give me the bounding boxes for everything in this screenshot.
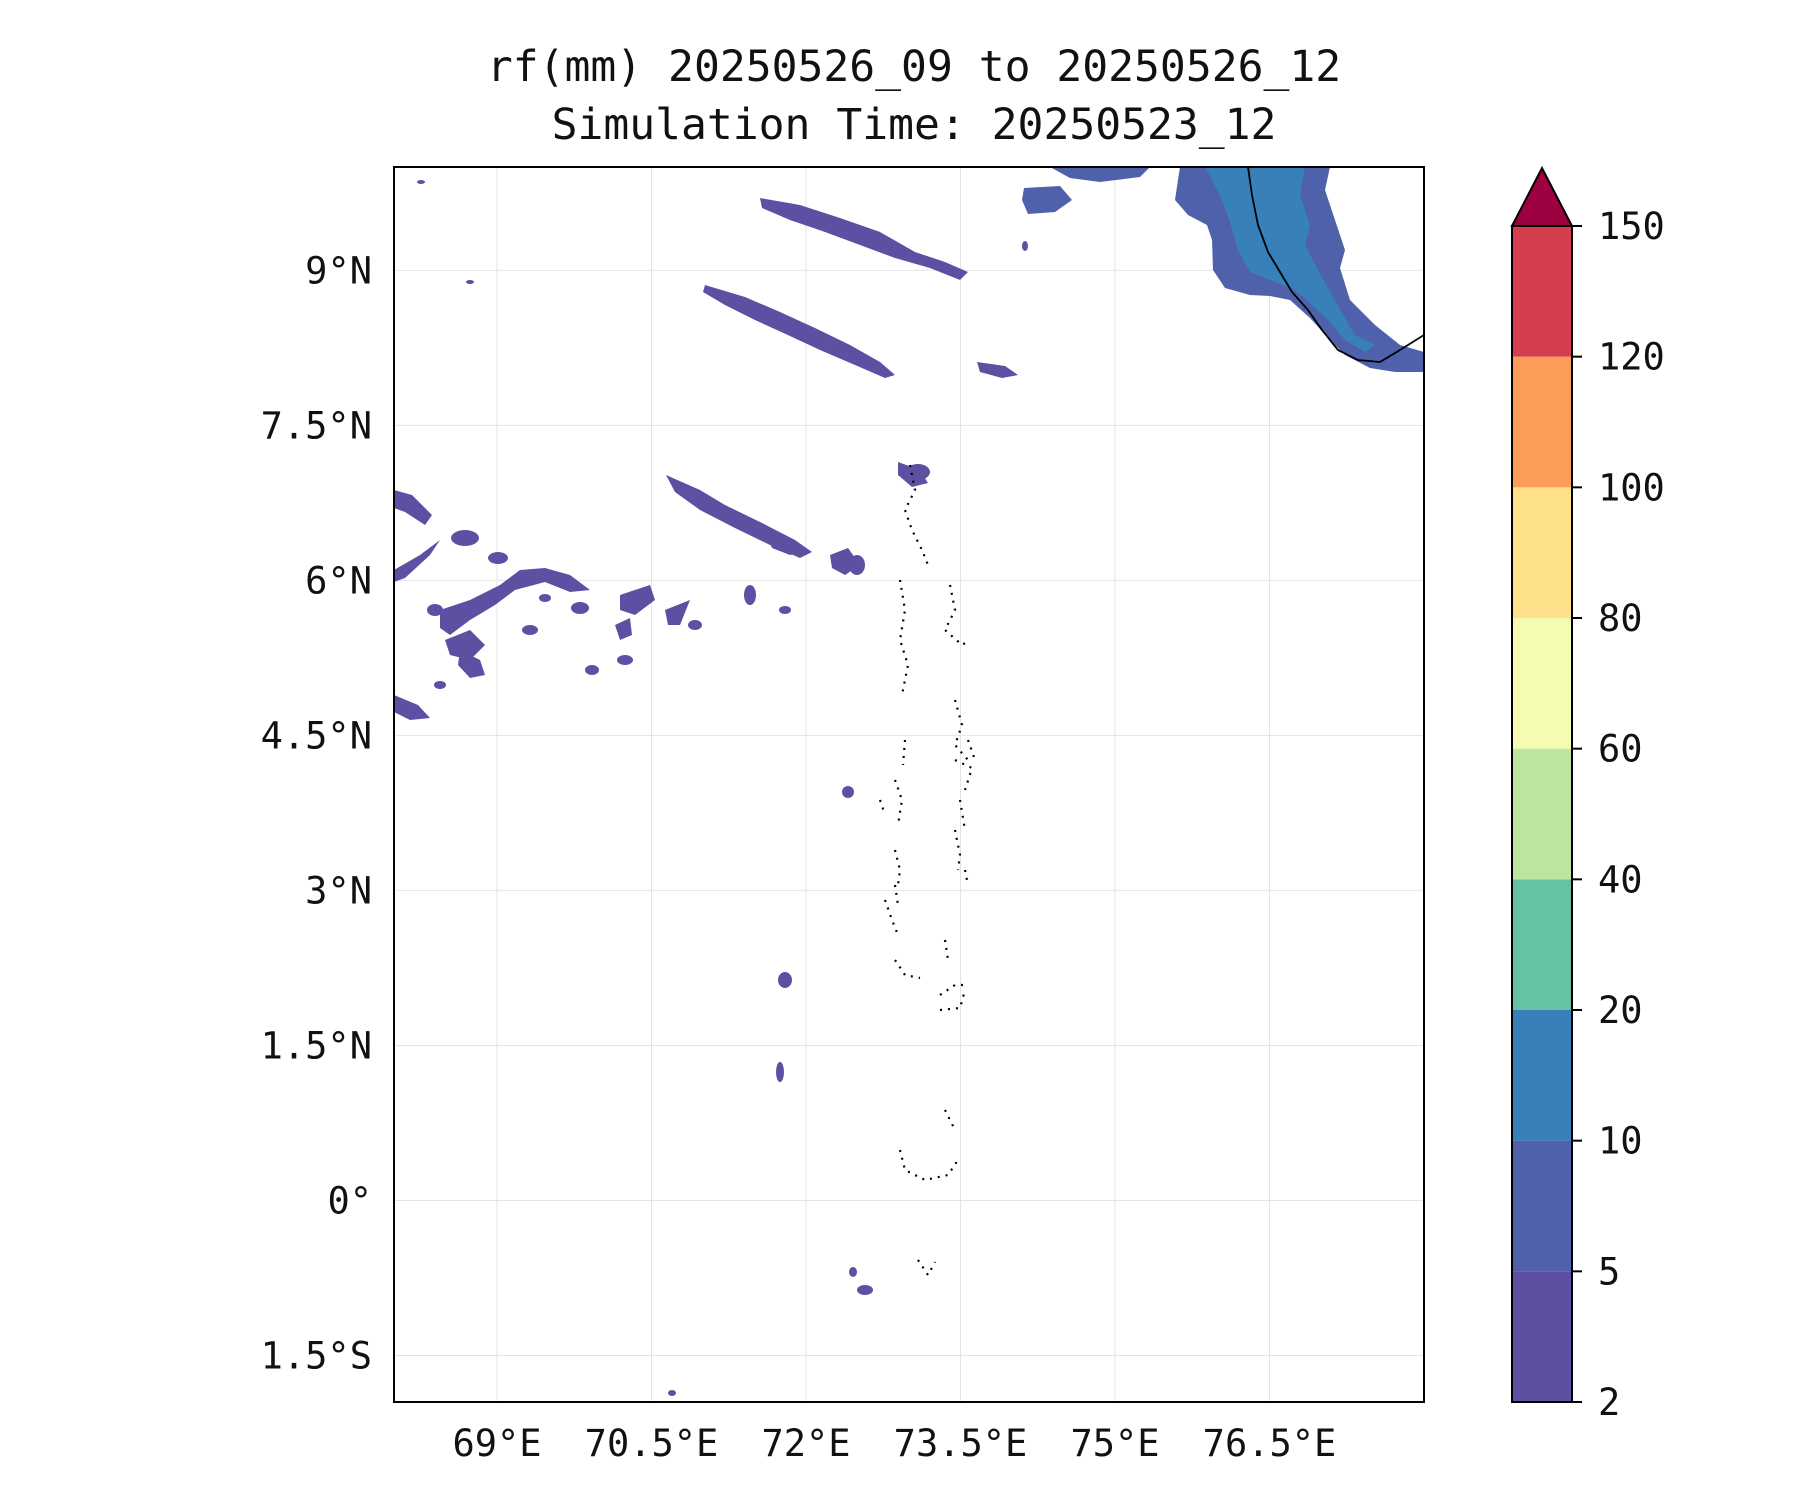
rainfall-spot-16 (776, 1062, 784, 1082)
rainfall-spot-21 (466, 280, 474, 284)
latitude-tick-labels: 9°N 7.5°N 6°N 4.5°N 3°N 1.5°N 0° 1.5°S (261, 249, 372, 1377)
rainfall-spot-10 (849, 555, 865, 575)
rainfall-spot-23 (668, 1390, 676, 1396)
lon-tick-label: 69°E (452, 1422, 541, 1465)
rainfall-west-3 (440, 568, 590, 635)
rainfall-contour-top-strip (1050, 167, 1150, 182)
colorbar-segment (1512, 879, 1572, 1010)
map-gridlines (394, 167, 1424, 1402)
colorbar-tick-label: 120 (1598, 336, 1665, 379)
rainfall-spot-20 (1022, 241, 1028, 251)
rainfall-contour-india-core (1205, 167, 1375, 352)
colorbar-tick-label: 40 (1598, 858, 1643, 901)
rainfall-spot-15 (778, 972, 792, 988)
rainfall-spot-6 (688, 620, 702, 630)
lon-tick-label: 75°E (1070, 1422, 1159, 1465)
rainfall-spot-5 (571, 602, 589, 614)
colorbar (1510, 165, 1582, 1403)
colorbar-tick-label: 5 (1598, 1250, 1620, 1293)
colorbar-tick-label: 100 (1598, 466, 1665, 509)
rainfall-west-1 (394, 490, 432, 525)
colorbar-tick-label: 80 (1598, 597, 1643, 640)
lat-tick-label: 7.5°N (261, 404, 372, 447)
rainfall-spot-4 (522, 625, 538, 635)
colorbar-segment (1512, 618, 1572, 749)
india-coastline (1247, 167, 1424, 363)
rainfall-west-6 (620, 585, 655, 615)
lat-tick-label: 1.5°N (261, 1024, 372, 1067)
rainfall-west-5 (458, 650, 485, 678)
rainfall-band-2 (703, 285, 895, 378)
rainfall-spot-17 (842, 786, 854, 798)
rainfall-spot-3 (427, 604, 443, 616)
colorbar-extend-arrow (1510, 165, 1574, 227)
colorbar-segment (1512, 356, 1572, 488)
rainfall-west-2 (394, 540, 440, 582)
lon-tick-label: 72°E (761, 1422, 850, 1465)
rainfall-contours (394, 167, 1424, 1396)
lat-tick-label: 0° (327, 1179, 372, 1222)
colorbar-segment (1512, 748, 1572, 880)
rainfall-west-8 (394, 695, 430, 720)
colorbar-tick-label: 20 (1598, 989, 1643, 1032)
rainfall-spot-2 (488, 552, 508, 564)
lat-tick-label: 3°N (305, 869, 372, 912)
lat-tick-label: 1.5°S (261, 1334, 372, 1377)
rainfall-west-4 (445, 630, 485, 660)
lon-tick-label: 73.5°E (894, 1422, 1028, 1465)
rainfall-band-3 (977, 362, 1018, 378)
colorbar-tick-labels: 2 5 10 20 40 60 80 100 120 150 (1598, 205, 1665, 1424)
rainfall-spot-8 (617, 655, 633, 665)
rainfall-spot-12 (779, 606, 791, 614)
rainfall-spot-7 (539, 594, 551, 602)
map-title-line2: Simulation Time: 20250523_12 (551, 100, 1277, 150)
colorbar-tick-label: 10 (1598, 1120, 1643, 1163)
rainfall-band-5 (767, 535, 805, 555)
rainfall-west-10 (665, 600, 690, 625)
rainfall-spot-9 (744, 585, 756, 605)
rainfall-spot-11 (906, 464, 930, 480)
colorbar-tick-label: 150 (1598, 205, 1665, 248)
rainfall-spot-1 (451, 530, 479, 546)
longitude-tick-labels: 69°E 70.5°E 72°E 73.5°E 75°E 76.5°E (452, 1422, 1336, 1465)
lon-tick-label: 76.5°E (1203, 1422, 1337, 1465)
map-frame (393, 166, 1425, 1403)
rainfall-spot-19 (849, 1267, 857, 1277)
lon-tick-label: 70.5°E (585, 1422, 719, 1465)
map-title-line1: rf(mm) 20250526_09 to 20250526_12 (486, 42, 1342, 92)
rainfall-spot-22 (417, 180, 425, 184)
colorbar-tick-label: 60 (1598, 728, 1643, 771)
rainfall-spot-18 (857, 1285, 873, 1295)
rainfall-contour-top-blob (1022, 186, 1072, 214)
rainfall-band-1 (760, 198, 968, 280)
colorbar-frame (1511, 225, 1573, 1403)
rainfall-west-7 (615, 618, 632, 640)
maldives-atolls (878, 464, 977, 1278)
colorbar-tick-label: 2 (1598, 1381, 1620, 1424)
rainfall-spot-14 (434, 681, 446, 689)
rainfall-spot-13 (585, 665, 599, 675)
colorbar-segment (1512, 487, 1572, 618)
coastlines (878, 167, 1424, 1278)
lat-tick-label: 9°N (305, 249, 372, 292)
lat-tick-label: 6°N (305, 559, 372, 602)
lat-tick-label: 4.5°N (261, 714, 372, 757)
colorbar-segment (1512, 226, 1572, 357)
colorbar-segment (1512, 1010, 1572, 1141)
colorbar-segment (1512, 1140, 1572, 1272)
colorbar-segment (1512, 1271, 1572, 1402)
